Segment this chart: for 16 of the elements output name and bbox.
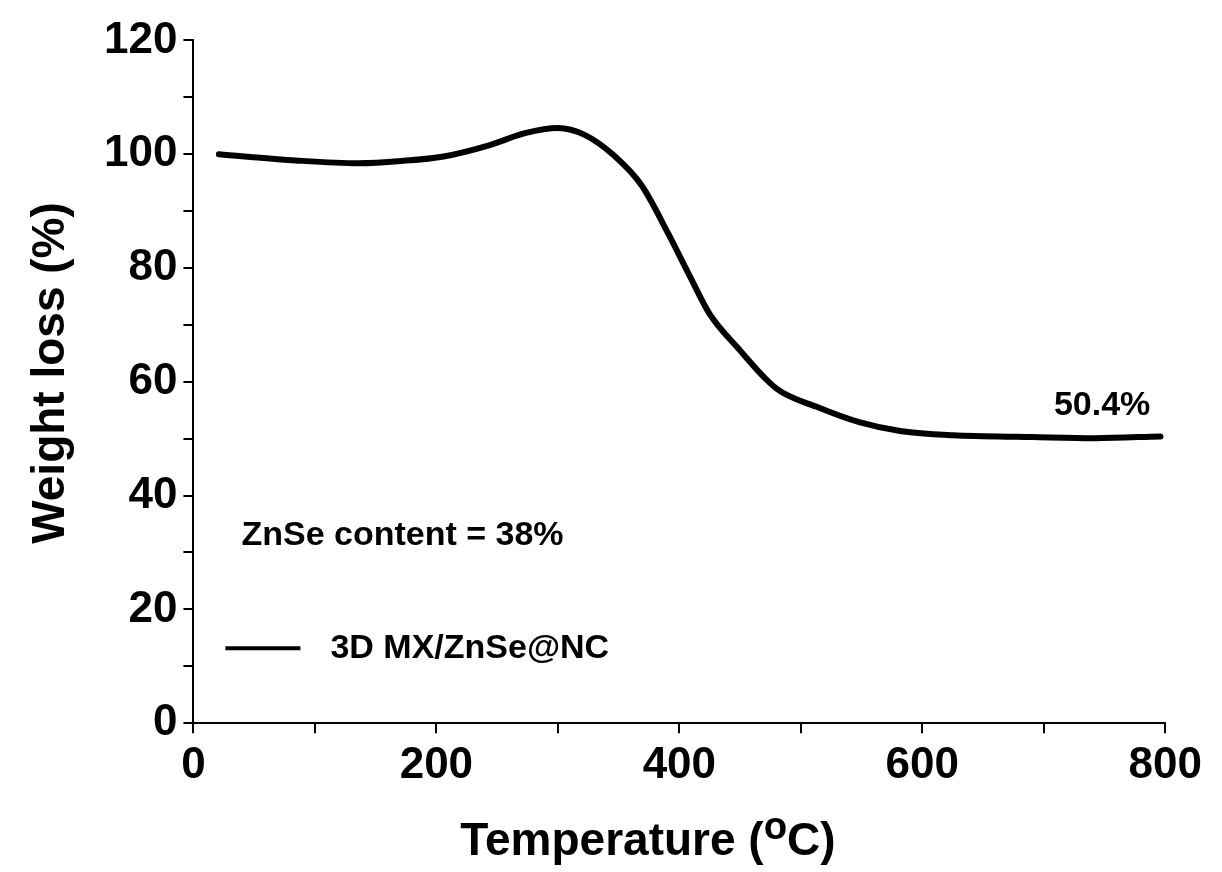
y-tick-label: 120	[103, 12, 178, 62]
y-tick-label: 40	[128, 467, 178, 517]
x-tick-label: 600	[885, 737, 960, 787]
y-axis-title: Weight loss (%)	[21, 202, 75, 544]
y-tick-label: 0	[152, 695, 178, 745]
x-tick-label: 800	[1128, 737, 1202, 787]
x-tick-label: 400	[642, 737, 717, 787]
y-tick-label: 100	[103, 126, 178, 176]
legend-label: 3D MX/ZnSe@NC	[330, 626, 610, 665]
y-tick-label: 60	[128, 353, 178, 403]
annotation: 50.4%	[1053, 384, 1151, 423]
y-tick-label: 80	[128, 240, 178, 290]
annotation: ZnSe content = 38%	[241, 513, 564, 552]
x-tick-label: 200	[399, 737, 474, 787]
y-tick-label: 20	[128, 581, 178, 631]
x-axis-title: Temperature ($^{o}$C)	[459, 803, 837, 868]
